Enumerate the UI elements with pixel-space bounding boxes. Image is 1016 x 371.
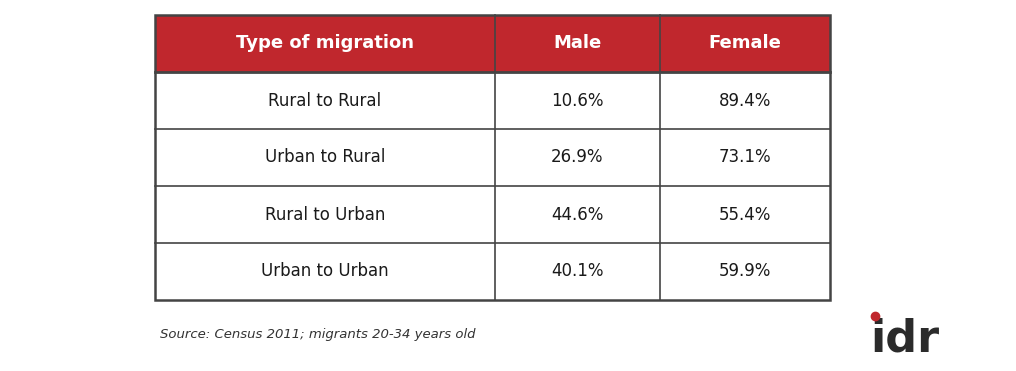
Bar — [155, 72, 495, 129]
Text: Source: Census 2011; migrants 20-34 years old: Source: Census 2011; migrants 20-34 year… — [160, 328, 475, 341]
Text: 55.4%: 55.4% — [718, 206, 771, 223]
Text: Male: Male — [554, 35, 601, 53]
Text: Urban to Urban: Urban to Urban — [261, 263, 389, 280]
Text: Urban to Rural: Urban to Rural — [265, 148, 385, 167]
Bar — [660, 72, 830, 129]
Bar — [495, 15, 660, 72]
Text: 73.1%: 73.1% — [718, 148, 771, 167]
Text: 89.4%: 89.4% — [718, 92, 771, 109]
Bar — [155, 186, 495, 243]
Text: 59.9%: 59.9% — [718, 263, 771, 280]
Bar — [155, 15, 830, 300]
Text: idr: idr — [870, 318, 939, 361]
Text: Rural to Urban: Rural to Urban — [265, 206, 385, 223]
Bar — [660, 129, 830, 186]
Bar — [495, 129, 660, 186]
Bar — [155, 129, 495, 186]
Text: Rural to Rural: Rural to Rural — [268, 92, 382, 109]
Bar — [495, 186, 660, 243]
Bar — [155, 15, 495, 72]
Text: Female: Female — [708, 35, 781, 53]
Text: 26.9%: 26.9% — [552, 148, 604, 167]
Bar — [660, 186, 830, 243]
Text: 44.6%: 44.6% — [552, 206, 604, 223]
Bar — [660, 15, 830, 72]
Text: 10.6%: 10.6% — [552, 92, 604, 109]
Bar — [495, 72, 660, 129]
Bar — [495, 243, 660, 300]
Bar — [155, 243, 495, 300]
Text: Type of migration: Type of migration — [236, 35, 414, 53]
Text: 40.1%: 40.1% — [552, 263, 604, 280]
Bar — [660, 243, 830, 300]
